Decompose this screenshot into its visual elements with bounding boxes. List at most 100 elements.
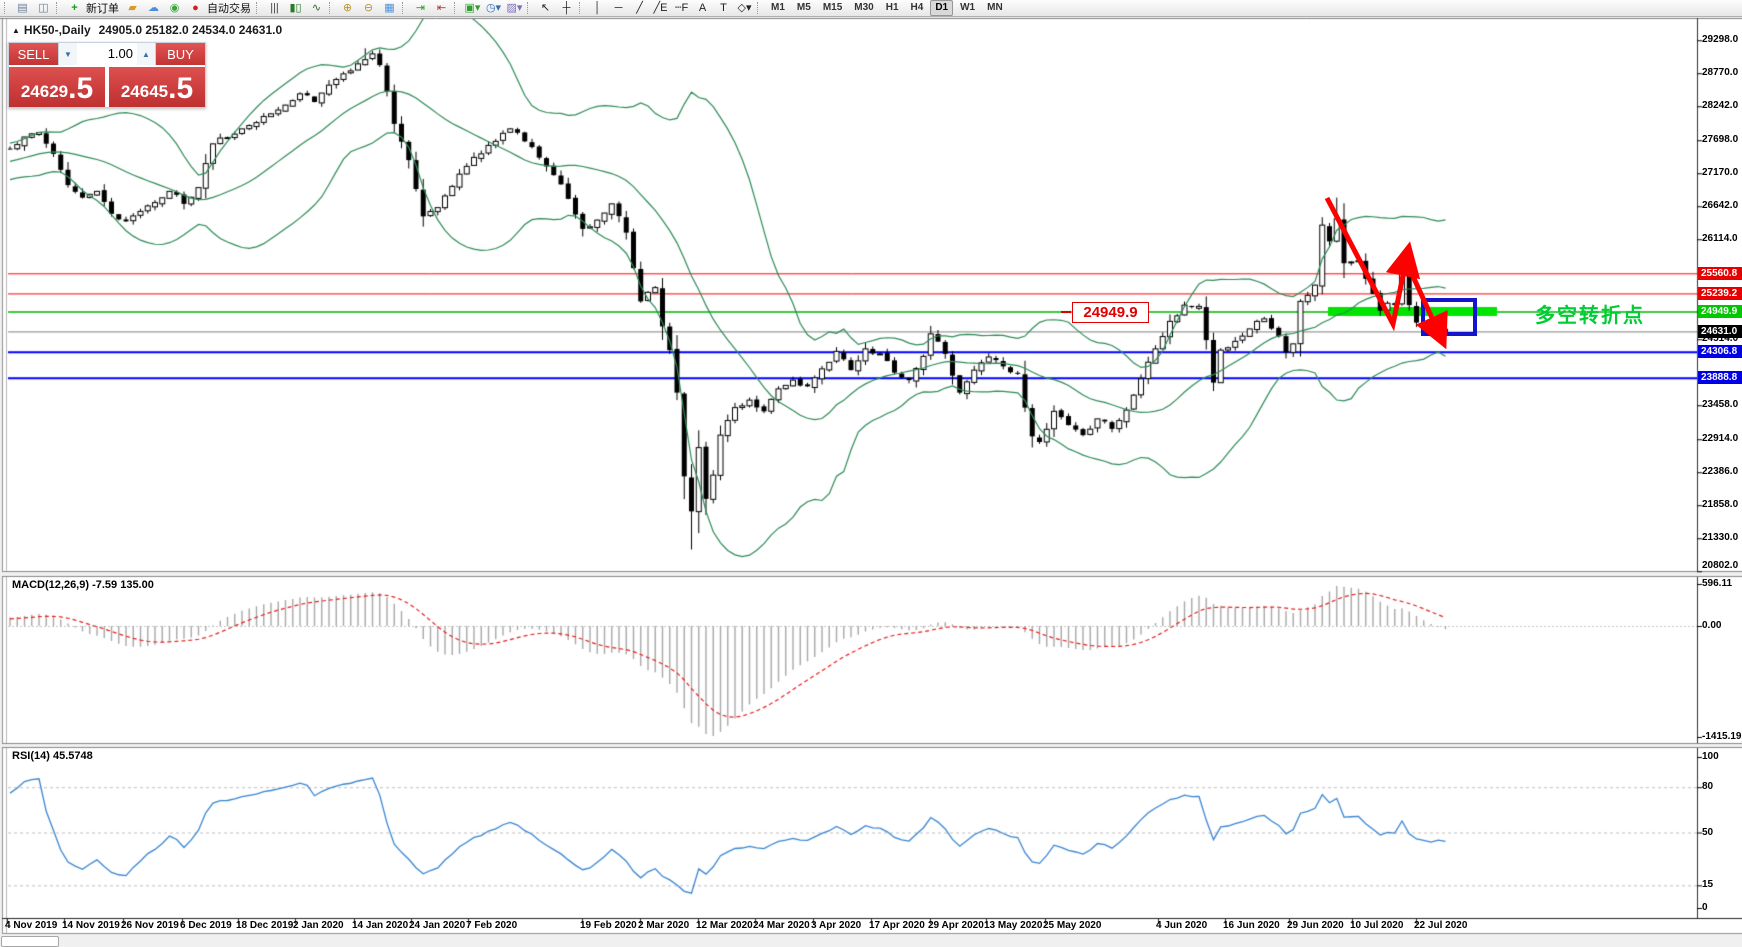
chart-title: ▲ HK50-,Daily 24905.0 25182.0 24534.0 2463… — [12, 23, 282, 37]
new-order-label[interactable]: 新订单 — [86, 3, 119, 15]
horizontal-scrollbar-thumb[interactable] — [1, 936, 59, 947]
new-chart-icon[interactable]: ▣▾ — [464, 1, 481, 14]
volume-increase-button[interactable]: ▲ — [137, 43, 155, 65]
autotrading-icon[interactable]: ● — [192, 1, 199, 14]
date-tick-label: 10 Jul 2020 — [1350, 920, 1404, 931]
zoom-out-icon[interactable]: ⊖ — [363, 1, 374, 14]
price-tick-label: 23458.0 — [1702, 399, 1739, 411]
timeframe-button-m30[interactable]: M30 — [854, 2, 874, 13]
data-window-icon[interactable]: ◫ — [38, 1, 49, 14]
zoom-in-icon[interactable]: ⊕ — [342, 1, 353, 14]
price-tick-label: 27170.0 — [1702, 167, 1739, 179]
chart-symbol-period: HK50-,Daily — [23, 23, 91, 37]
timeframe-button-h1[interactable]: H1 — [885, 2, 899, 13]
auto-scroll-icon[interactable]: ⇥ — [415, 1, 426, 14]
date-tick-label: 4 Nov 2019 — [5, 920, 58, 931]
price-tick-label: 22914.0 — [1702, 433, 1739, 445]
candlestick-chart-icon[interactable]: ▮▯ — [289, 1, 302, 14]
price-badge-23888.8: 23888.8 — [1698, 371, 1742, 385]
sell-button[interactable]: SELL — [9, 43, 58, 65]
macd-tick-label: 0.00 — [1702, 620, 1722, 631]
timeframe-button-mn[interactable]: MN — [987, 2, 1003, 13]
date-tick-label: 19 Feb 2020 — [580, 920, 637, 931]
support-price-callout[interactable]: 24949.9 — [1072, 302, 1149, 323]
timeframe-button-m15[interactable]: M15 — [822, 2, 843, 13]
timeframe-button-d1[interactable]: D1 — [930, 0, 954, 16]
rsi-tick-label: 80 — [1702, 781, 1714, 793]
toolbar-grip — [757, 2, 762, 14]
date-tick-label: 4 Jun 2020 — [1156, 920, 1208, 931]
toolbar-grip — [454, 2, 459, 14]
rsi-tick-label: 0 — [1702, 902, 1708, 913]
collapse-triangle-icon[interactable]: ▲ — [12, 26, 20, 35]
sell-price-display[interactable]: 24629.5 — [9, 67, 105, 107]
vertical-line-icon[interactable]: │ — [594, 1, 601, 14]
timeframe-button-m1[interactable]: M1 — [771, 2, 785, 13]
volume-decrease-button[interactable]: ▼ — [59, 43, 77, 65]
date-tick-label: 24 Jan 2020 — [409, 920, 466, 931]
line-chart-icon[interactable]: ∿ — [311, 1, 322, 14]
templates-icon[interactable]: ▨▾ — [506, 1, 523, 14]
macd-label: MACD(12,26,9) -7.59 135.00 — [12, 579, 154, 591]
buy-price-display[interactable]: 24645.5 — [109, 67, 205, 107]
tile-windows-icon[interactable]: ▦ — [384, 1, 395, 14]
fibonacci-icon[interactable]: ┄F — [674, 1, 689, 14]
price-badge-25239.2: 25239.2 — [1698, 286, 1742, 300]
toolbar-grip — [56, 2, 61, 14]
date-tick-label: 29 Apr 2020 — [928, 920, 984, 931]
date-tick-label: 26 Nov 2019 — [121, 920, 179, 931]
trendline-icon[interactable]: ╱ — [636, 1, 643, 14]
horizontal-line-icon[interactable]: ─ — [614, 1, 623, 14]
buy-price-frac: .5 — [168, 72, 194, 105]
timeframe-button-m5[interactable]: M5 — [796, 2, 811, 13]
chart-shift-icon[interactable]: ⇤ — [436, 1, 447, 14]
buy-price-main: 24645 — [120, 82, 169, 101]
date-tick-label: 14 Nov 2019 — [62, 920, 120, 931]
date-tick-label: 17 Apr 2020 — [869, 920, 925, 931]
date-tick-label: 2 Jan 2020 — [293, 920, 344, 931]
date-tick-label: 6 Dec 2019 — [180, 920, 232, 931]
timeframe-button-h4[interactable]: H4 — [910, 2, 924, 13]
autotrading-label[interactable]: 自动交易 — [207, 3, 251, 15]
date-tick-label: 3 Apr 2020 — [811, 920, 862, 931]
chart-properties-icon[interactable]: ▤ — [17, 1, 28, 14]
mql5-cloud-icon[interactable]: ☁ — [148, 1, 159, 14]
text-label-icon[interactable]: T — [720, 1, 727, 14]
date-tick-label: 18 Dec 2019 — [236, 920, 294, 931]
price-badge-25560.8: 25560.8 — [1698, 266, 1742, 280]
price-tick-label: 20802.0 — [1702, 560, 1739, 571]
price-tick-label: 27698.0 — [1702, 134, 1739, 146]
market-watch-icon[interactable]: ▰ — [128, 1, 137, 14]
arrows-icon[interactable]: ◇▾ — [737, 1, 752, 14]
chart-ohlc-values: 24905.0 25182.0 24534.0 24631.0 — [98, 23, 283, 37]
main-toolbar: ▤ ◫ + 新订单 ▰ ☁ ◉ ● 自动交易 ||| ▮▯ ∿ ⊕ ⊖ ▦ ⇥ ⇤ ▣▾ ◷▾ ▨▾ ↖ ┼ │ ─ ╱ ╱E ┄F… — [0, 0, 1742, 17]
toolbar-grip — [4, 2, 9, 14]
timeframe-button-w1[interactable]: W1 — [960, 2, 976, 13]
signals-icon[interactable]: ◉ — [169, 1, 180, 14]
periods-icon[interactable]: ◷▾ — [485, 1, 502, 14]
toolbar-grip — [402, 2, 407, 14]
date-tick-label: 24 Mar 2020 — [753, 920, 810, 931]
rsi-label: RSI(14) 45.5748 — [12, 750, 93, 762]
bar-chart-icon[interactable]: ||| — [270, 1, 279, 14]
equidistant-channel-icon[interactable]: ╱E — [653, 1, 668, 14]
zigzag-arrow-annotation[interactable] — [1300, 180, 1460, 350]
crosshair-icon[interactable]: ┼ — [562, 1, 571, 14]
text-icon[interactable]: A — [698, 1, 707, 14]
new-order-icon[interactable]: + — [71, 1, 78, 14]
date-tick-label: 13 May 2020 — [984, 920, 1043, 931]
price-tick-label: 21330.0 — [1702, 532, 1739, 544]
date-tick-label: 7 Feb 2020 — [466, 920, 518, 931]
date-tick-label: 29 Jun 2020 — [1287, 920, 1344, 931]
turning-point-note[interactable]: 多空转折点 — [1535, 305, 1645, 327]
volume-input[interactable]: 1.00 — [107, 46, 133, 61]
date-tick-label: 22 Jul 2020 — [1414, 920, 1468, 931]
cursor-icon[interactable]: ↖ — [540, 1, 551, 14]
price-badge-24306.8: 24306.8 — [1698, 345, 1742, 359]
price-tick-label: 22386.0 — [1702, 466, 1739, 478]
rsi-tick-label: 50 — [1702, 826, 1714, 838]
buy-button[interactable]: BUY — [156, 43, 205, 65]
rsi-tick-label: 100 — [1702, 751, 1719, 762]
macd-tick-label: 596.11 — [1702, 578, 1733, 589]
